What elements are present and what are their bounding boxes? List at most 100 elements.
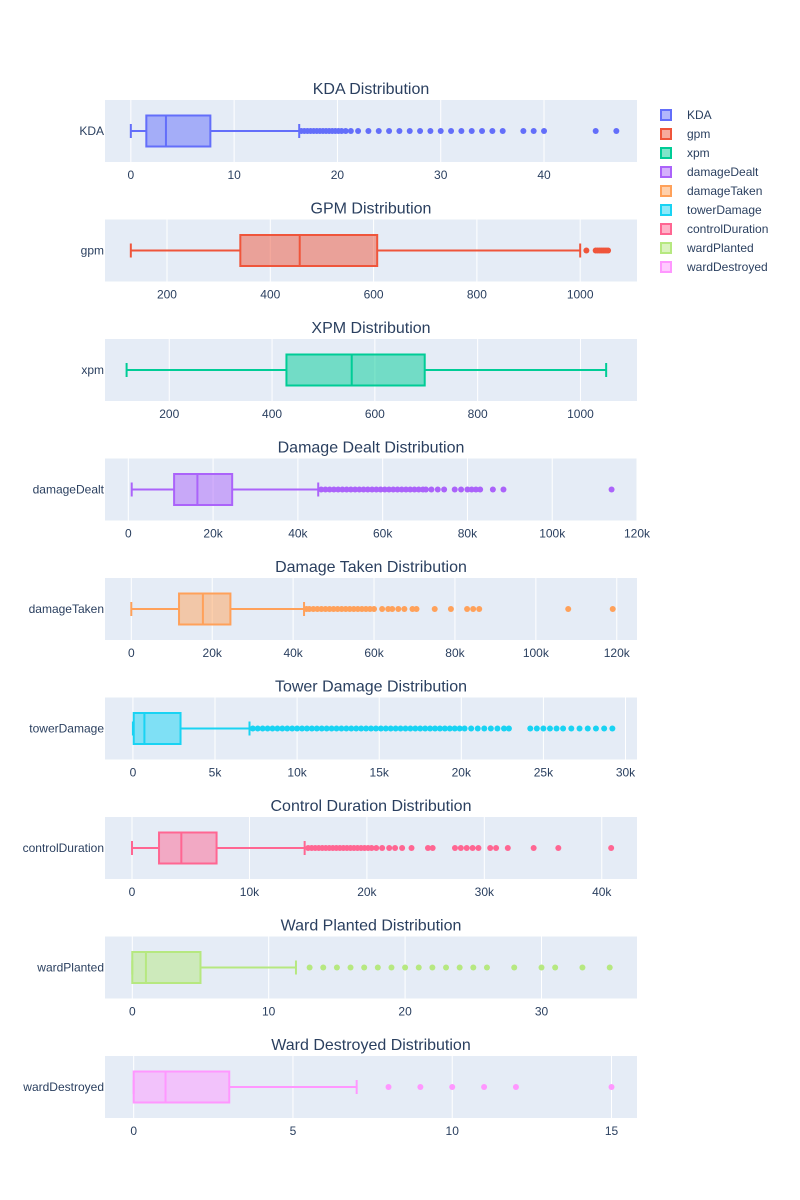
outlier-point xyxy=(577,726,583,732)
outlier-point xyxy=(552,965,558,971)
x-tick-label: 40 xyxy=(537,168,551,182)
legend-item-damageTaken[interactable]: damageTaken xyxy=(660,181,795,200)
outlier-point xyxy=(376,128,382,134)
y-category-label: towerDamage xyxy=(29,722,104,736)
outlier-point xyxy=(555,845,561,851)
y-category-label: KDA xyxy=(79,124,104,138)
outlier-point xyxy=(427,128,433,134)
subplot-title: Tower Damage Distribution xyxy=(275,679,467,696)
legend-swatch xyxy=(660,261,672,273)
x-tick-label: 0 xyxy=(129,1005,136,1019)
y-category-label: gpm xyxy=(81,244,104,258)
subplot-wardPlanted: 0 10 20 30 Ward Planted Distribution wardPlan… xyxy=(36,918,637,1019)
legend-swatch xyxy=(660,109,672,121)
x-tick-label: 10k xyxy=(287,766,307,780)
outlier-point xyxy=(458,845,464,851)
outlier-point xyxy=(547,726,553,732)
outlier-point xyxy=(392,845,398,851)
outlier-point xyxy=(386,845,392,851)
outlier-point xyxy=(469,128,475,134)
outlier-point xyxy=(458,128,464,134)
x-tick-label: 200 xyxy=(159,407,179,421)
x-tick-label: 30k xyxy=(616,766,636,780)
legend-item-wardPlanted[interactable]: wardPlanted xyxy=(660,238,795,257)
outlier-point xyxy=(613,128,619,134)
outlier-point xyxy=(449,1084,455,1090)
iqr-box xyxy=(134,1072,230,1103)
legend-item-wardDestroyed[interactable]: wardDestroyed xyxy=(660,257,795,276)
outlier-point xyxy=(462,726,468,732)
x-tick-label: 20k xyxy=(203,527,223,541)
outlier-point xyxy=(307,965,313,971)
outlier-point xyxy=(443,965,449,971)
legend-swatch xyxy=(660,166,672,178)
subplot-damageTaken: 0 20k 40k 60k 80k 100k 120k Damage Taken Distri… xyxy=(29,559,637,660)
x-tick-label: 0 xyxy=(129,885,136,899)
legend-item-damageDealt[interactable]: damageDealt xyxy=(660,162,795,181)
iqr-box xyxy=(179,594,230,625)
legend-item-xpm[interactable]: xpm xyxy=(660,143,795,162)
subplot-towerDamage: 0 5k 10k 15k 20k 25k 30kTower Damage Distribut… xyxy=(29,679,637,780)
legend-item-KDA[interactable]: KDA xyxy=(660,105,795,124)
outlier-point xyxy=(593,726,599,732)
outlier-point xyxy=(386,128,392,134)
outlier-point xyxy=(531,845,537,851)
x-tick-label: 25k xyxy=(534,766,554,780)
outlier-point xyxy=(505,845,511,851)
x-tick-label: 20k xyxy=(203,646,223,660)
outlier-point xyxy=(464,606,470,612)
x-tick-label: 10 xyxy=(446,1124,460,1138)
outlier-point xyxy=(481,726,487,732)
x-tick-label: 600 xyxy=(364,288,384,302)
subplot-title: Control Duration Distribution xyxy=(271,798,472,815)
outlier-point xyxy=(493,845,499,851)
outlier-point xyxy=(470,845,476,851)
x-tick-label: 15k xyxy=(370,766,390,780)
x-tick-label: 800 xyxy=(468,407,488,421)
outlier-point xyxy=(601,726,607,732)
subplot-title: GPM Distribution xyxy=(311,201,432,218)
subplot-title: Damage Taken Distribution xyxy=(275,559,467,576)
subplot-damageDealt: 0 20k 40k 60k 80k 100k 120kDamage Dealt Distri… xyxy=(33,440,651,541)
outlier-point xyxy=(479,128,485,134)
outlier-point xyxy=(448,606,454,612)
legend-label: gpm xyxy=(687,127,710,141)
outlier-point xyxy=(605,248,611,254)
x-tick-label: 0 xyxy=(127,168,134,182)
x-tick-label: 40k xyxy=(288,527,308,541)
legend-label: KDA xyxy=(687,108,712,122)
outlier-point xyxy=(402,965,408,971)
x-tick-label: 20k xyxy=(452,766,472,780)
outlier-point xyxy=(534,726,540,732)
legend-item-gpm[interactable]: gpm xyxy=(660,124,795,143)
outlier-point xyxy=(609,1084,615,1090)
subplot-title: KDA Distribution xyxy=(313,81,430,98)
outlier-point xyxy=(565,606,571,612)
legend-label: damageDealt xyxy=(687,165,758,179)
outlier-point xyxy=(371,606,377,612)
outlier-point xyxy=(527,726,533,732)
x-tick-label: 20k xyxy=(357,885,377,899)
iqr-box xyxy=(134,713,181,744)
legend-item-towerDamage[interactable]: towerDamage xyxy=(660,200,795,219)
outlier-point xyxy=(417,1084,423,1090)
x-tick-label: 0 xyxy=(128,646,135,660)
outlier-point xyxy=(539,965,545,971)
outlier-point xyxy=(441,487,447,493)
outlier-point xyxy=(417,128,423,134)
outlier-point xyxy=(389,606,395,612)
outlier-point xyxy=(475,845,481,851)
x-tick-label: 800 xyxy=(467,288,487,302)
outlier-point xyxy=(468,726,474,732)
outlier-point xyxy=(452,845,458,851)
legend-label: damageTaken xyxy=(687,184,762,198)
outlier-point xyxy=(477,487,483,493)
y-category-label: damageTaken xyxy=(29,602,104,616)
x-tick-label: 5k xyxy=(209,766,223,780)
legend-item-controlDuration[interactable]: controlDuration xyxy=(660,219,795,238)
outlier-point xyxy=(379,845,385,851)
x-tick-label: 40k xyxy=(283,646,303,660)
x-tick-label: 120k xyxy=(604,646,631,660)
y-category-label: xpm xyxy=(81,363,104,377)
x-tick-label: 100k xyxy=(539,527,566,541)
